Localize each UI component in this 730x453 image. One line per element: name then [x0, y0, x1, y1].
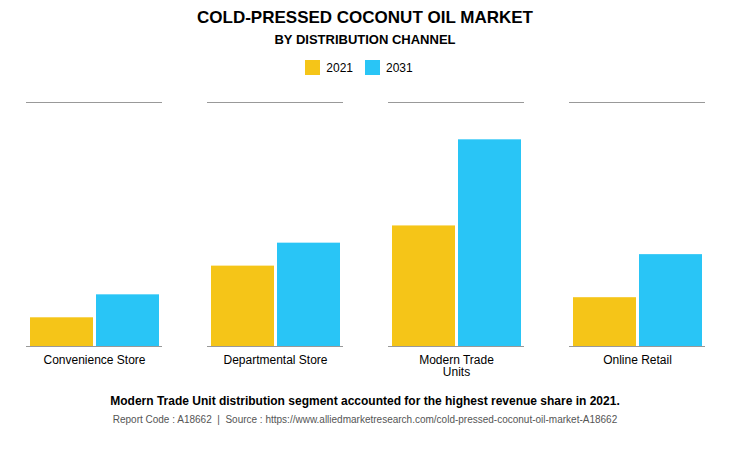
html-text:Report Code : A18662 | Source: Report Code : A18662 | Source : https://…	[112, 414, 618, 425]
svg-text:Online Retail: Online Retail	[603, 353, 672, 367]
html-text:2031: 2031	[386, 60, 413, 75]
html-text:2021: 2021	[326, 60, 353, 75]
html-text:COLD-PRESSED COCONUT OIL MARKE: COLD-PRESSED COCONUT OIL MARKET	[197, 8, 533, 27]
html-text:Modern Trade Unit distribution: Modern Trade Unit distribution segment a…	[110, 394, 620, 408]
svg-text:Convenience Store: Convenience Store	[43, 353, 145, 367]
svg-text:Departmental Store: Departmental Store	[223, 353, 327, 367]
svg-text:Modern TradeUnits: Modern TradeUnits	[419, 353, 494, 379]
html-text:BY DISTRIBUTION CHANNEL: BY DISTRIBUTION CHANNEL	[274, 32, 456, 47]
